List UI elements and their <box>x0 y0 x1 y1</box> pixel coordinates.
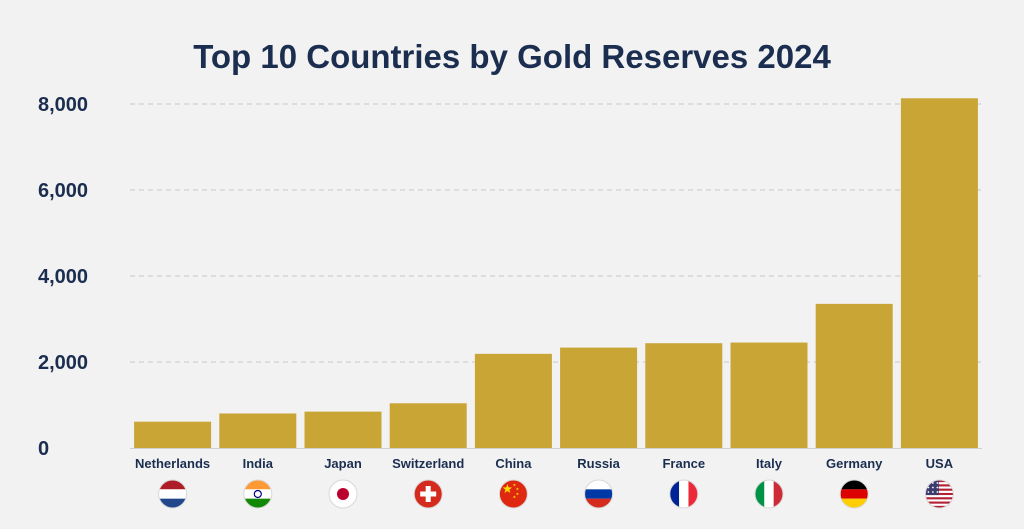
x-tick-label: India <box>243 456 274 471</box>
china-flag-icon <box>499 480 528 508</box>
flag-border <box>669 479 699 509</box>
y-tick-label: 8,000 <box>38 94 88 116</box>
bar <box>560 347 638 448</box>
y-tick-label: 2,000 <box>38 352 88 374</box>
india-flag-icon <box>243 480 272 508</box>
x-tick-label: Japan <box>324 456 362 471</box>
bar <box>900 98 978 448</box>
usa-flag-icon <box>925 480 954 508</box>
flag-border <box>158 479 188 509</box>
japan-flag-icon <box>329 480 357 508</box>
flag-border <box>328 479 358 509</box>
x-tick-label: Russia <box>577 456 620 471</box>
bar <box>645 343 723 448</box>
bar <box>134 421 212 448</box>
x-tick-label: France <box>662 456 705 471</box>
y-tick-label: 4,000 <box>38 266 88 288</box>
germany-flag-icon <box>840 480 869 508</box>
x-tick-label: Italy <box>756 456 783 471</box>
x-tick-label: China <box>495 456 532 471</box>
x-tick-label: Netherlands <box>135 456 210 471</box>
flag-border <box>413 479 443 509</box>
france-flag-icon <box>669 480 698 508</box>
chart-title: Top 10 Countries by Gold Reserves 2024 <box>193 38 831 75</box>
flag-border <box>839 479 869 509</box>
bar <box>389 403 467 448</box>
x-tick-label: Switzerland <box>392 456 464 471</box>
flag-border <box>498 479 528 509</box>
flag-border <box>584 479 614 509</box>
russia-flag-icon <box>584 480 613 508</box>
flag-border <box>754 479 784 509</box>
bar <box>730 342 808 448</box>
flag-border <box>243 479 273 509</box>
switzerland-flag-icon <box>414 480 443 508</box>
bar <box>815 303 893 448</box>
bar <box>474 353 552 448</box>
bar <box>304 411 382 448</box>
x-tick-label: USA <box>926 456 954 471</box>
x-tick-label: Germany <box>826 456 883 471</box>
bar <box>219 413 297 448</box>
y-tick-label: 6,000 <box>38 180 88 202</box>
flag-border <box>924 479 954 509</box>
italy-flag-icon <box>755 480 783 508</box>
netherlands-flag-icon <box>158 480 187 508</box>
y-tick-label: 0 <box>38 438 49 460</box>
